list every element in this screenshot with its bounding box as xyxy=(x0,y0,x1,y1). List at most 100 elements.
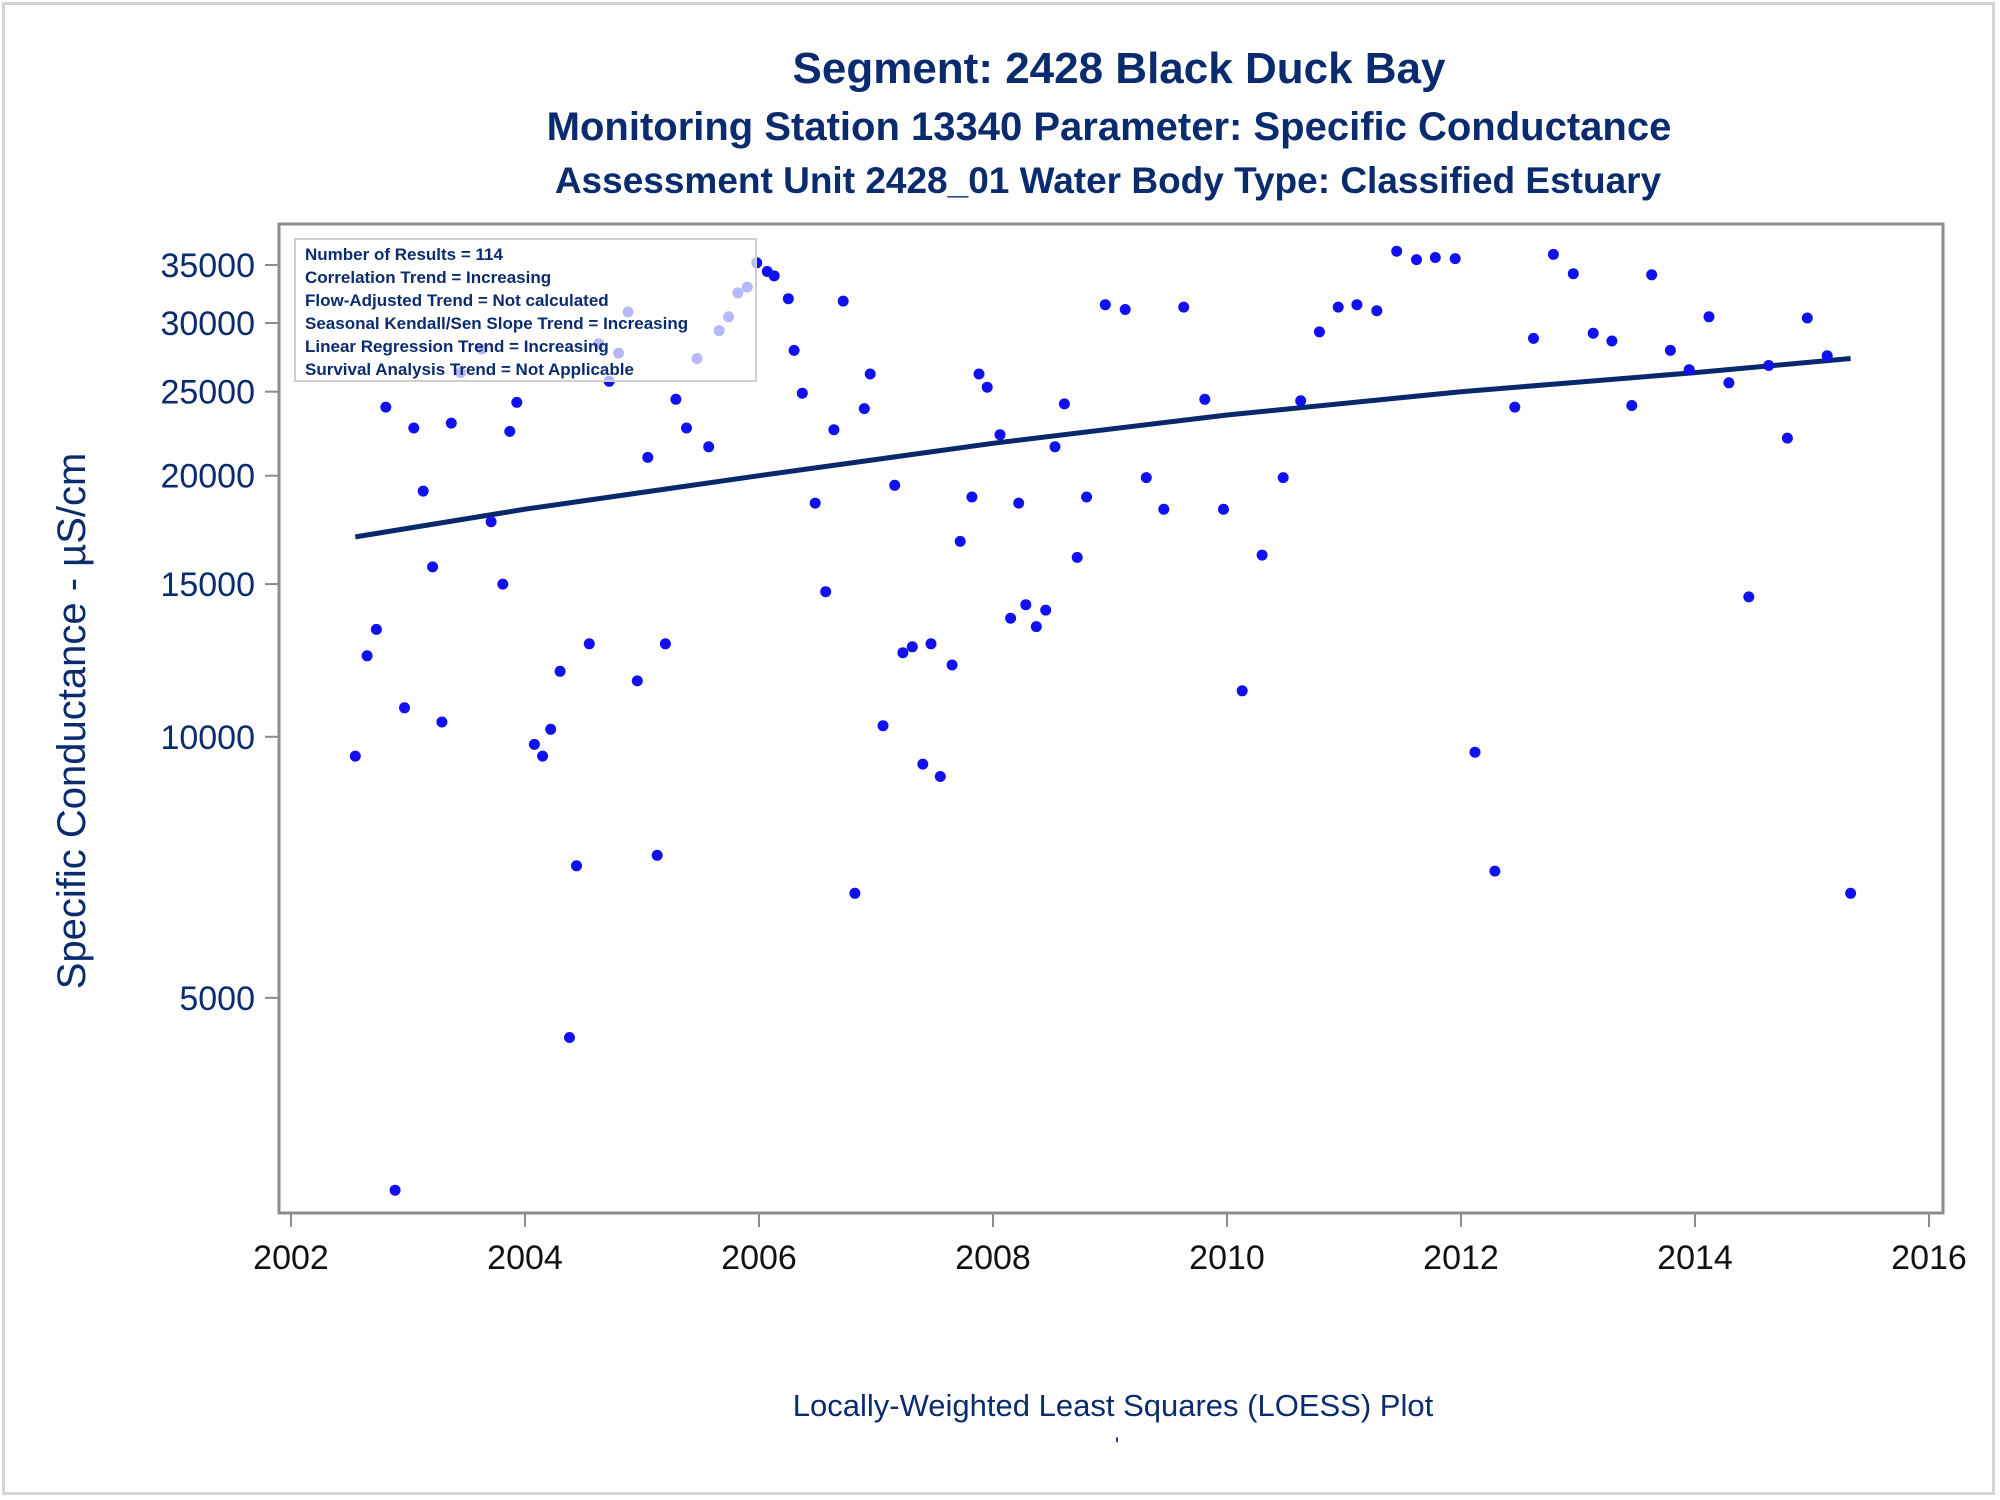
x-tick-label: 2010 xyxy=(1189,1239,1265,1277)
data-point xyxy=(485,516,497,528)
chart-subtitle-2: Assessment Unit 2428_01 Water Body Type:… xyxy=(555,160,1662,201)
data-point xyxy=(1509,401,1521,413)
x-tick-label: 2006 xyxy=(721,1239,797,1277)
data-point xyxy=(1606,335,1618,347)
data-point xyxy=(1646,269,1658,281)
data-point xyxy=(389,1184,401,1196)
data-point xyxy=(917,758,929,770)
data-point xyxy=(1005,612,1017,624)
data-point xyxy=(1218,503,1229,515)
data-point xyxy=(820,586,832,598)
data-point xyxy=(1703,311,1715,323)
data-point xyxy=(1664,344,1676,356)
data-point xyxy=(973,368,985,380)
chart-subtitle: Monitoring Station 13340 Parameter: Spec… xyxy=(547,105,1672,149)
data-point xyxy=(1489,865,1501,877)
y-tick-label: 35000 xyxy=(160,247,255,285)
data-point xyxy=(1547,248,1559,260)
data-point xyxy=(1528,332,1539,344)
data-point xyxy=(427,561,439,573)
data-point xyxy=(417,485,429,497)
data-point xyxy=(934,771,946,782)
data-point xyxy=(545,723,557,735)
data-point xyxy=(1058,398,1070,410)
data-point xyxy=(651,849,663,861)
plot-area xyxy=(277,222,1945,1215)
data-point xyxy=(703,441,715,453)
data-point xyxy=(1351,299,1363,311)
data-points xyxy=(349,245,1857,1196)
data-point xyxy=(925,638,937,650)
data-point xyxy=(445,417,457,429)
data-point xyxy=(1049,441,1061,453)
chart-title: Segment: 2428 Black Duck Bay xyxy=(793,44,1447,93)
y-tick-label: 10000 xyxy=(160,719,255,757)
data-point xyxy=(642,451,654,463)
data-point xyxy=(497,578,509,590)
data-point xyxy=(994,429,1006,441)
data-point xyxy=(511,396,523,408)
data-point xyxy=(864,368,876,380)
data-point xyxy=(828,424,840,436)
data-point xyxy=(1158,503,1170,515)
data-point xyxy=(1429,252,1441,263)
data-point xyxy=(1449,253,1461,265)
data-point xyxy=(1020,599,1032,611)
data-point xyxy=(361,650,373,662)
data-point xyxy=(583,638,595,650)
data-point xyxy=(1801,312,1813,324)
data-point xyxy=(768,270,780,282)
data-point xyxy=(1683,364,1695,376)
data-point xyxy=(681,422,692,434)
data-point xyxy=(837,295,849,307)
x-tick-label: 2002 xyxy=(253,1239,329,1277)
y-tick-label: 25000 xyxy=(160,374,255,412)
stats-line-6: Survival Analysis Trend = Not Applicable xyxy=(305,360,634,379)
trend-line xyxy=(354,356,1851,540)
data-point xyxy=(954,535,966,547)
data-point xyxy=(528,738,540,750)
data-point xyxy=(1723,377,1735,389)
data-point xyxy=(1030,621,1042,633)
data-point xyxy=(877,720,889,732)
data-point xyxy=(537,750,549,762)
data-point xyxy=(436,716,448,728)
data-point xyxy=(889,479,901,491)
chart-svg: Segment: 2428 Black Duck Bay Monitoring … xyxy=(50,44,1967,1458)
data-point xyxy=(504,425,516,437)
data-point xyxy=(897,647,909,659)
y-tick-label: 15000 xyxy=(160,566,255,604)
data-point xyxy=(1013,497,1025,509)
data-point xyxy=(906,641,918,653)
data-point xyxy=(631,675,643,687)
stats-line-1: Number of Results = 114 xyxy=(305,245,503,264)
data-point xyxy=(1277,472,1289,484)
data-point xyxy=(349,750,361,762)
data-point xyxy=(1236,685,1248,697)
data-point xyxy=(809,497,821,509)
data-point xyxy=(564,1032,575,1043)
x-axis: 2002 2004 2006 2008 2010 2012 2014 2016 xyxy=(253,1213,1967,1277)
data-point xyxy=(1469,746,1481,758)
y-axis: 5000 10000 15000 20000 25000 30000 35000 xyxy=(160,247,279,1018)
y-tick-label: 5000 xyxy=(179,980,255,1018)
data-point xyxy=(1140,472,1152,484)
data-point xyxy=(380,401,392,413)
data-point xyxy=(1040,604,1052,616)
data-point xyxy=(670,393,682,405)
data-point xyxy=(1763,360,1775,371)
x-tick-label: 2004 xyxy=(487,1239,563,1277)
data-point xyxy=(1587,327,1599,339)
data-point xyxy=(1119,304,1131,315)
data-point xyxy=(849,887,861,899)
stats-line-2: Correlation Trend = Increasing xyxy=(305,268,551,287)
x-tick-label: 2016 xyxy=(1891,1239,1967,1277)
x-tick-label: 2008 xyxy=(955,1239,1031,1277)
data-point xyxy=(788,344,800,356)
data-point xyxy=(1626,400,1638,411)
y-tick-label: 20000 xyxy=(160,458,255,496)
data-point xyxy=(1256,549,1268,561)
data-point xyxy=(1391,245,1403,257)
data-point xyxy=(1099,299,1111,311)
data-point xyxy=(1199,393,1211,405)
